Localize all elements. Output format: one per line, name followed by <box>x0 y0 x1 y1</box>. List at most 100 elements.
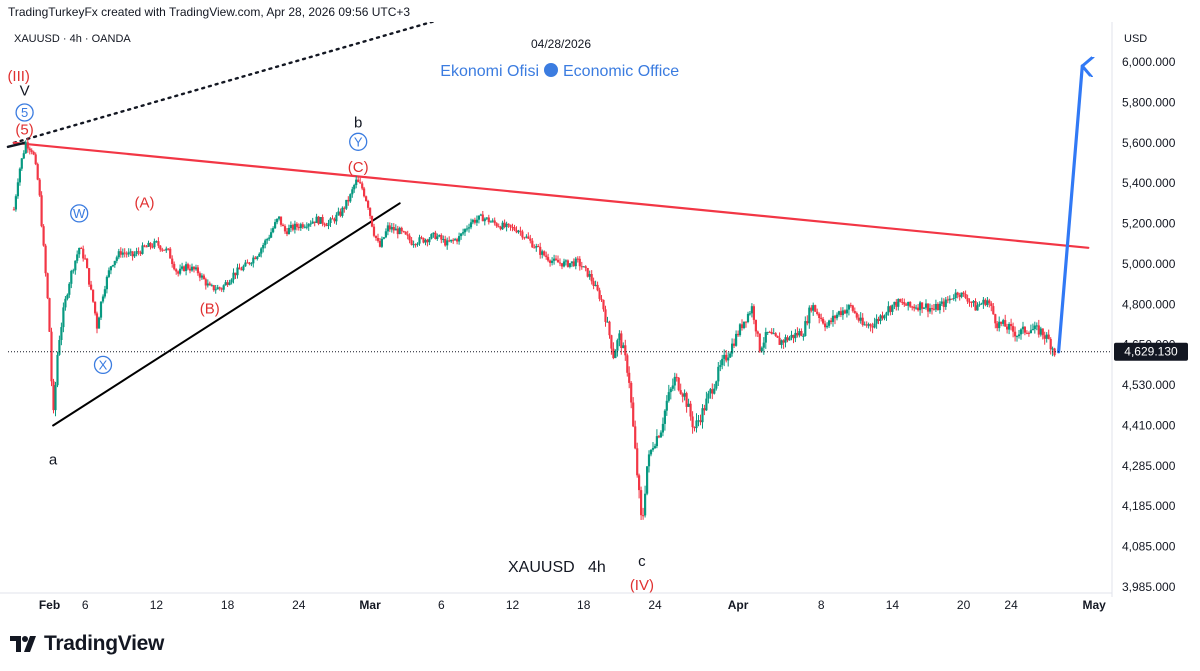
candle <box>560 263 564 270</box>
candle <box>770 328 773 335</box>
candle <box>276 218 279 225</box>
candle <box>462 228 465 236</box>
wave-v-tick-line[interactable] <box>6 141 26 149</box>
candle <box>196 265 199 276</box>
candle <box>404 231 407 235</box>
candle <box>843 309 846 315</box>
candle <box>794 329 797 343</box>
candle <box>159 245 162 252</box>
drawing-lines[interactable] <box>6 22 1090 427</box>
symbol-line[interactable]: XAUUSD · 4h · OANDA <box>14 33 131 45</box>
candle <box>804 316 807 337</box>
dotted-trendline[interactable] <box>12 22 548 145</box>
plot-area[interactable] <box>8 22 1112 592</box>
candle <box>258 252 261 257</box>
candle <box>442 235 445 243</box>
x-tick-label: 20 <box>957 598 971 612</box>
candle <box>932 304 935 311</box>
candle <box>181 262 184 271</box>
candle <box>1035 322 1038 331</box>
candle <box>46 272 49 300</box>
candle <box>274 219 277 229</box>
candle <box>121 248 124 258</box>
candle <box>456 237 459 245</box>
candle <box>729 351 732 358</box>
candle <box>673 372 676 391</box>
support-trendline[interactable] <box>52 202 401 427</box>
candle <box>408 233 411 244</box>
candle <box>333 217 336 224</box>
candle <box>1019 328 1023 340</box>
candle <box>620 330 623 355</box>
price-chart[interactable]: (III)V 5 (5) W (A) (B) Xa bY (C) c (IV) XAUUSD · 4… <box>0 22 1200 626</box>
price-axis[interactable]: USD 6,000.000 5,800.000 5,600.000 5,400.000… <box>1111 22 1176 597</box>
candle <box>970 301 973 308</box>
candle <box>956 291 959 299</box>
candle <box>782 339 785 349</box>
candle <box>422 237 425 244</box>
candle <box>596 281 599 292</box>
candle <box>378 238 382 248</box>
wave-label: b <box>354 115 362 132</box>
resistance-trendline[interactable] <box>12 141 1090 249</box>
candle <box>446 237 449 250</box>
tradingview-logo[interactable]: TradingView <box>10 632 164 656</box>
candle <box>812 302 815 316</box>
candle <box>701 404 704 429</box>
wave-label: (C) <box>348 159 369 176</box>
candle <box>394 224 397 231</box>
candle <box>978 301 981 307</box>
candle <box>539 242 542 259</box>
candle <box>1021 321 1025 334</box>
candle <box>778 332 781 345</box>
candle <box>463 228 467 236</box>
candle <box>988 298 991 308</box>
candle <box>214 285 217 294</box>
candle <box>1014 326 1017 342</box>
candle <box>558 258 562 267</box>
candle <box>962 291 965 297</box>
candle <box>386 222 389 236</box>
x-tick-label: 6 <box>438 598 445 612</box>
candle <box>657 435 660 439</box>
candle <box>572 258 575 267</box>
candle <box>222 284 225 293</box>
candle <box>305 222 308 230</box>
candle <box>430 233 433 240</box>
candle <box>990 301 993 312</box>
candle <box>798 328 801 338</box>
candle <box>1045 332 1048 343</box>
candle <box>762 337 765 355</box>
candle <box>153 238 156 249</box>
candle <box>871 322 874 334</box>
candle <box>497 223 500 228</box>
candle <box>740 319 744 331</box>
candle <box>723 349 726 367</box>
candle <box>22 150 25 160</box>
candle <box>345 199 348 210</box>
candle <box>578 256 581 271</box>
candle <box>604 305 607 327</box>
x-tick-label: Mar <box>359 598 381 612</box>
candle <box>517 229 520 234</box>
candle <box>695 413 698 433</box>
candle <box>499 225 502 231</box>
candle <box>406 230 409 240</box>
time-axis[interactable]: Feb 6 12 18 24 Mar 6 12 18 24 Apr 8 14 20 24 May <box>0 592 1112 612</box>
candle <box>115 255 118 264</box>
candle <box>887 301 890 316</box>
candle <box>1012 322 1015 338</box>
candle <box>448 236 451 243</box>
candle <box>402 230 405 233</box>
candle <box>86 257 89 269</box>
candle <box>291 223 294 232</box>
last-price-badge <box>1114 342 1188 361</box>
candle <box>260 247 263 258</box>
candle <box>867 322 870 329</box>
candle <box>774 332 777 337</box>
candle <box>681 392 684 403</box>
projection-arrow[interactable] <box>1056 66 1083 354</box>
candle <box>816 308 819 316</box>
candle <box>703 404 706 416</box>
candle <box>1029 324 1032 334</box>
